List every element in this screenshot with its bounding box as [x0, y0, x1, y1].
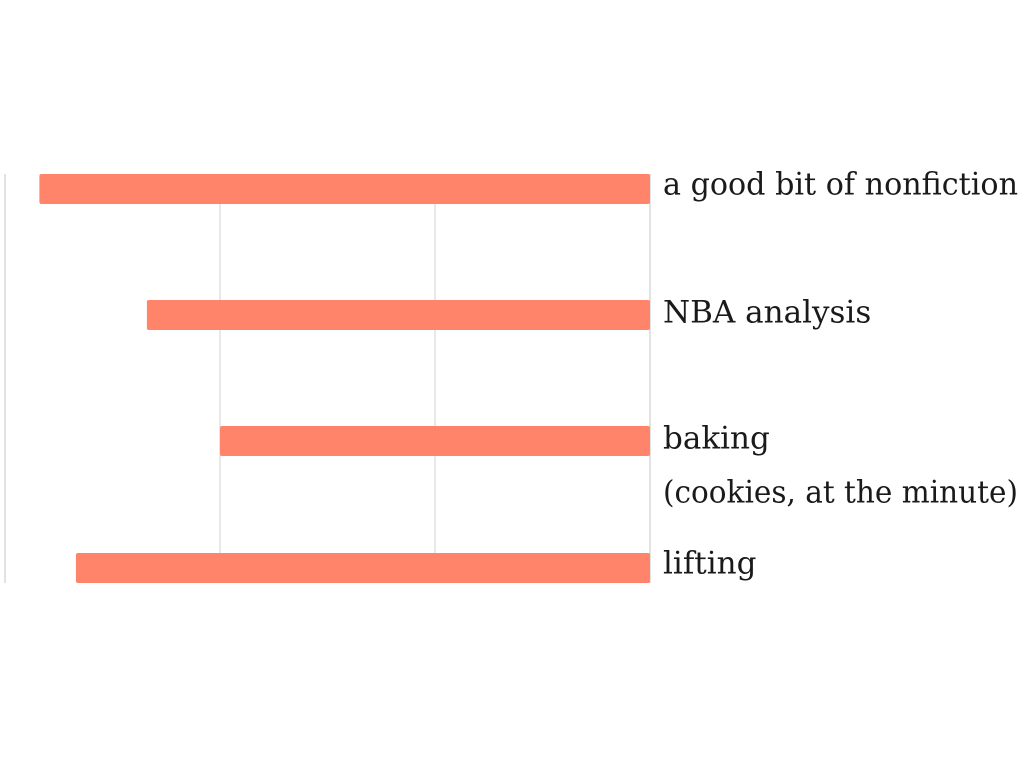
category-labels: a good bit of nonfiction NBA analysis baki…: [663, 167, 1018, 582]
category-label: NBA analysis: [663, 295, 871, 331]
bar: [75, 553, 650, 583]
category-label: baking: [663, 421, 770, 457]
category-label: a good bit of nonfiction: [663, 167, 1018, 203]
bar: [39, 174, 650, 204]
bar: [220, 426, 650, 456]
category-label: (cookies, at the minute): [663, 475, 1018, 511]
gridlines: [4, 174, 651, 583]
category-label: lifting: [663, 546, 756, 582]
bar: [146, 300, 650, 330]
bars: [39, 174, 650, 583]
